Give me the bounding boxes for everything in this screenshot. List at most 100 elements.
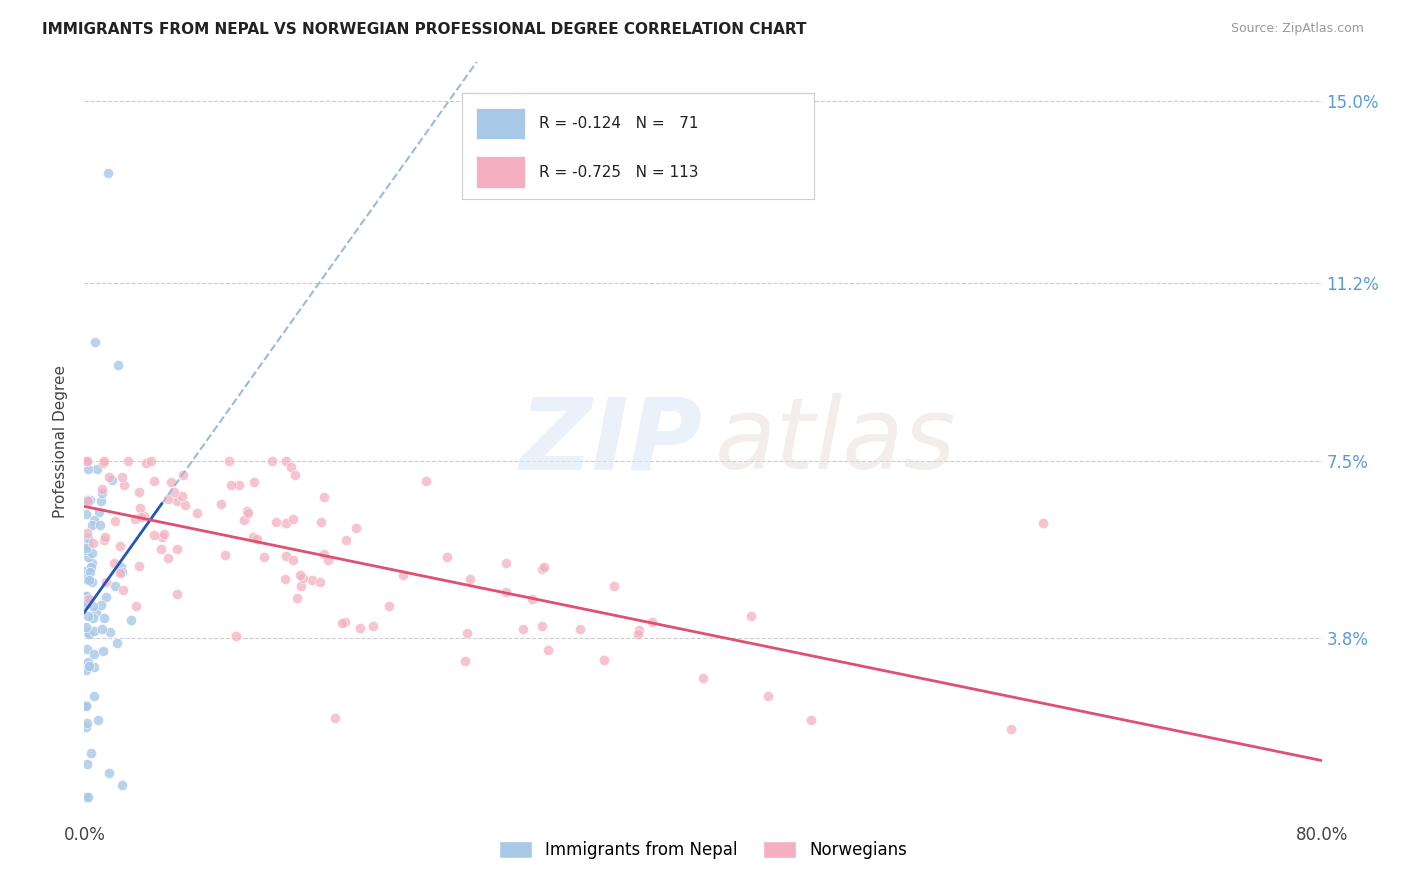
- Point: [77, 591, 100, 606]
- Point: [274, 454, 297, 468]
- Point: [225, 629, 247, 643]
- Point: [312, 547, 335, 561]
- Point: [209, 497, 232, 511]
- Point: [82, 599, 104, 614]
- Point: [628, 623, 651, 637]
- Point: [139, 454, 162, 468]
- Point: [75, 572, 97, 586]
- Point: [93, 454, 115, 468]
- Point: [456, 625, 478, 640]
- Point: [104, 515, 127, 529]
- Point: [260, 454, 283, 468]
- Point: [280, 460, 302, 475]
- Point: [94, 590, 117, 604]
- Point: [83, 659, 105, 673]
- Point: [593, 653, 616, 667]
- Point: [83, 647, 105, 661]
- Point: [264, 516, 287, 530]
- Point: [335, 533, 357, 548]
- Point: [281, 512, 304, 526]
- Point: [111, 565, 134, 579]
- Point: [75, 663, 97, 677]
- Point: [314, 490, 336, 504]
- Point: [98, 624, 121, 639]
- Point: [86, 462, 108, 476]
- Point: [415, 474, 437, 488]
- Text: ZIP: ZIP: [520, 393, 703, 490]
- Point: [103, 556, 125, 570]
- Point: [301, 573, 323, 587]
- Point: [603, 579, 626, 593]
- Point: [172, 490, 194, 504]
- Point: [228, 478, 250, 492]
- Point: [290, 579, 312, 593]
- Point: [76, 525, 98, 540]
- Point: [163, 485, 186, 500]
- Point: [104, 579, 127, 593]
- Point: [166, 493, 188, 508]
- Point: [75, 589, 97, 603]
- Point: [236, 504, 259, 518]
- Point: [93, 533, 115, 548]
- Point: [458, 572, 481, 586]
- Point: [75, 541, 97, 555]
- Text: Source: ZipAtlas.com: Source: ZipAtlas.com: [1230, 22, 1364, 36]
- Point: [80, 746, 103, 760]
- Point: [83, 335, 105, 350]
- Point: [134, 508, 156, 523]
- Point: [626, 626, 648, 640]
- Point: [75, 789, 97, 804]
- Point: [90, 622, 112, 636]
- Point: [530, 562, 553, 576]
- Point: [309, 515, 332, 529]
- Point: [84, 605, 107, 619]
- Point: [112, 478, 135, 492]
- Point: [129, 500, 152, 515]
- Point: [76, 454, 98, 468]
- Point: [82, 556, 104, 570]
- Point: [79, 559, 101, 574]
- Point: [76, 756, 98, 771]
- Point: [512, 622, 534, 636]
- Point: [159, 475, 181, 490]
- Point: [152, 527, 174, 541]
- Point: [77, 536, 100, 550]
- Point: [640, 615, 662, 630]
- Point: [292, 571, 315, 585]
- Point: [76, 625, 98, 640]
- Point: [111, 469, 134, 483]
- Point: [309, 574, 332, 589]
- Text: atlas: atlas: [716, 393, 957, 490]
- Point: [333, 615, 356, 629]
- Point: [124, 511, 146, 525]
- Point: [281, 552, 304, 566]
- Point: [330, 616, 353, 631]
- Legend: Immigrants from Nepal, Norwegians: Immigrants from Nepal, Norwegians: [492, 834, 914, 865]
- Point: [495, 556, 517, 570]
- Text: IMMIGRANTS FROM NEPAL VS NORWEGIAN PROFESSIONAL DEGREE CORRELATION CHART: IMMIGRANTS FROM NEPAL VS NORWEGIAN PROFE…: [42, 22, 807, 37]
- Point: [76, 596, 98, 610]
- Point: [274, 549, 297, 564]
- Point: [233, 513, 256, 527]
- Point: [285, 591, 308, 605]
- Point: [76, 715, 98, 730]
- Point: [75, 597, 97, 611]
- Point: [80, 517, 103, 532]
- Point: [77, 655, 100, 669]
- Point: [110, 559, 132, 574]
- Point: [391, 567, 413, 582]
- Point: [242, 530, 264, 544]
- Point: [82, 574, 104, 589]
- Point: [105, 636, 128, 650]
- Point: [284, 467, 307, 482]
- Point: [253, 550, 276, 565]
- Point: [79, 493, 101, 508]
- Point: [111, 583, 134, 598]
- Point: [94, 574, 117, 589]
- Point: [75, 565, 97, 579]
- Point: [83, 624, 105, 639]
- Point: [89, 517, 111, 532]
- Point: [495, 584, 517, 599]
- Point: [108, 566, 131, 580]
- Point: [344, 521, 367, 535]
